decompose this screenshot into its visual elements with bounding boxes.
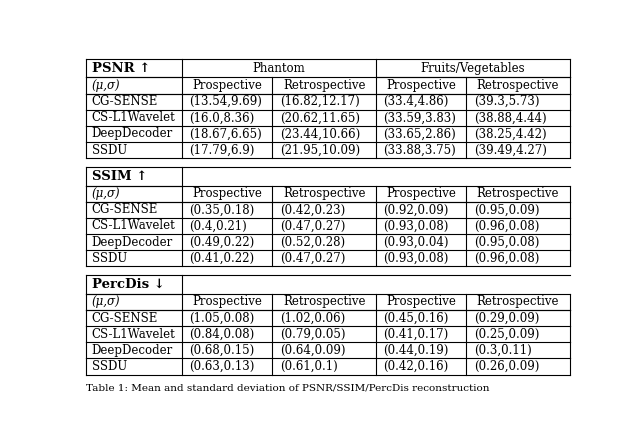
Text: Retrospective: Retrospective [283,295,365,308]
Text: (0.79,0.05): (0.79,0.05) [280,327,346,340]
Text: SSIM ↑: SSIM ↑ [92,170,147,183]
Text: DeepDecoder: DeepDecoder [92,236,173,249]
Text: (0.42,0.16): (0.42,0.16) [383,360,449,373]
Text: CG-SENSE: CG-SENSE [92,311,158,324]
Text: (1.05,0.08): (1.05,0.08) [189,311,255,324]
Text: Prospective: Prospective [192,295,262,308]
Text: (38.25,4.42): (38.25,4.42) [474,127,547,140]
Text: (0.49,0.22): (0.49,0.22) [189,236,255,249]
Text: Prospective: Prospective [386,79,456,92]
Text: Retrospective: Retrospective [477,79,559,92]
Text: (0.47,0.27): (0.47,0.27) [280,220,346,233]
Text: (0.44,0.19): (0.44,0.19) [383,344,449,357]
Text: (39.49,4.27): (39.49,4.27) [474,144,547,157]
Text: (0.29,0.09): (0.29,0.09) [474,311,540,324]
Text: (μ,σ): (μ,σ) [92,295,120,308]
Text: Phantom: Phantom [253,62,305,75]
Text: CS-L1Wavelet: CS-L1Wavelet [92,327,175,340]
Text: (16.82,12.17): (16.82,12.17) [280,95,360,108]
Text: (33.4,4.86): (33.4,4.86) [383,95,449,108]
Text: (0.96,0.08): (0.96,0.08) [474,220,540,233]
Text: CS-L1Wavelet: CS-L1Wavelet [92,220,175,233]
Text: (20.62,11.65): (20.62,11.65) [280,111,360,124]
Text: CG-SENSE: CG-SENSE [92,95,158,108]
Text: Retrospective: Retrospective [477,295,559,308]
Text: (0.42,0.23): (0.42,0.23) [280,203,346,216]
Text: Prospective: Prospective [192,187,262,200]
Text: (0.64,0.09): (0.64,0.09) [280,344,346,357]
Text: (0.45,0.16): (0.45,0.16) [383,311,449,324]
Text: SSDU: SSDU [92,252,127,265]
Text: (0.68,0.15): (0.68,0.15) [189,344,255,357]
Text: SSDU: SSDU [92,144,127,157]
Text: PercDis ↓: PercDis ↓ [92,278,164,291]
Text: (0.84,0.08): (0.84,0.08) [189,327,255,340]
Text: SSDU: SSDU [92,360,127,373]
Text: (0.93,0.08): (0.93,0.08) [383,252,449,265]
Text: (18.67,6.65): (18.67,6.65) [189,127,262,140]
Text: Prospective: Prospective [192,79,262,92]
Text: (39.3,5.73): (39.3,5.73) [474,95,540,108]
Text: (0.93,0.04): (0.93,0.04) [383,236,449,249]
Text: (33.88,3.75): (33.88,3.75) [383,144,456,157]
Text: (0.93,0.08): (0.93,0.08) [383,220,449,233]
Text: (0.61,0.1): (0.61,0.1) [280,360,338,373]
Text: CS-L1Wavelet: CS-L1Wavelet [92,111,175,124]
Text: Retrospective: Retrospective [283,187,365,200]
Text: (0.63,0.13): (0.63,0.13) [189,360,255,373]
Text: (38.88,4.44): (38.88,4.44) [474,111,547,124]
Text: (23.44,10.66): (23.44,10.66) [280,127,361,140]
Text: (0.95,0.08): (0.95,0.08) [474,236,540,249]
Text: (0.35,0.18): (0.35,0.18) [189,203,255,216]
Text: (1.02,0.06): (1.02,0.06) [280,311,346,324]
Text: (μ,σ): (μ,σ) [92,187,120,200]
Text: Fruits/Vegetables: Fruits/Vegetables [420,62,525,75]
Text: PSNR ↑: PSNR ↑ [92,62,150,75]
Text: (0.41,0.17): (0.41,0.17) [383,327,449,340]
Text: (0.25,0.09): (0.25,0.09) [474,327,540,340]
Text: (μ,σ): (μ,σ) [92,79,120,92]
Text: Retrospective: Retrospective [477,187,559,200]
Text: Prospective: Prospective [386,295,456,308]
Text: Prospective: Prospective [386,187,456,200]
Text: (13.54,9.69): (13.54,9.69) [189,95,262,108]
Text: (0.52,0.28): (0.52,0.28) [280,236,346,249]
Text: (0.95,0.09): (0.95,0.09) [474,203,540,216]
Text: (17.79,6.9): (17.79,6.9) [189,144,255,157]
Text: CG-SENSE: CG-SENSE [92,203,158,216]
Text: Table 1: Mean and standard deviation of PSNR/SSIM/PercDis reconstruction: Table 1: Mean and standard deviation of … [86,383,490,392]
Text: DeepDecoder: DeepDecoder [92,127,173,140]
Text: (0.4,0.21): (0.4,0.21) [189,220,247,233]
Text: (0.26,0.09): (0.26,0.09) [474,360,540,373]
Text: (0.92,0.09): (0.92,0.09) [383,203,449,216]
Text: (0.41,0.22): (0.41,0.22) [189,252,255,265]
Text: (16.0,8.36): (16.0,8.36) [189,111,255,124]
Text: DeepDecoder: DeepDecoder [92,344,173,357]
Text: (0.47,0.27): (0.47,0.27) [280,252,346,265]
Text: (0.3,0.11): (0.3,0.11) [474,344,532,357]
Text: (33.59,3.83): (33.59,3.83) [383,111,456,124]
Text: (0.96,0.08): (0.96,0.08) [474,252,540,265]
Text: (33.65,2.86): (33.65,2.86) [383,127,456,140]
Text: Retrospective: Retrospective [283,79,365,92]
Text: (21.95,10.09): (21.95,10.09) [280,144,360,157]
